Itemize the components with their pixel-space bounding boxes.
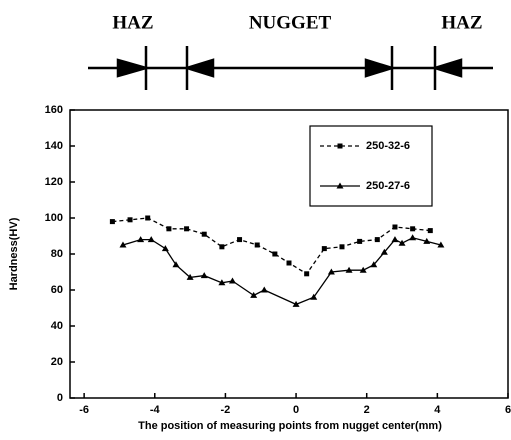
marker xyxy=(437,241,445,248)
marker xyxy=(184,226,190,232)
marker xyxy=(359,266,367,273)
arrowhead xyxy=(364,58,397,78)
marker xyxy=(321,246,327,252)
annotation: NUGGET xyxy=(249,12,332,33)
plot-frame xyxy=(69,109,509,399)
marker xyxy=(127,217,133,223)
marker xyxy=(339,244,345,250)
marker xyxy=(250,291,258,298)
arrowhead xyxy=(116,58,151,78)
arrowhead xyxy=(430,58,463,78)
series-line xyxy=(122,237,442,306)
marker xyxy=(357,238,363,244)
marker xyxy=(109,219,115,225)
marker xyxy=(228,277,236,284)
marker xyxy=(337,143,343,149)
marker xyxy=(145,215,151,221)
marker xyxy=(161,245,169,252)
marker xyxy=(254,242,260,248)
marker xyxy=(292,300,300,307)
y-tick-label: 20 xyxy=(51,356,63,368)
legend-box xyxy=(309,125,433,207)
marker xyxy=(392,224,398,230)
annotation: HAZ xyxy=(441,12,482,33)
y-tick-label: 120 xyxy=(45,176,63,188)
marker xyxy=(272,251,278,257)
x-tick-label: 4 xyxy=(434,404,441,416)
zone-diagram xyxy=(88,46,493,90)
x-tick-label: -2 xyxy=(221,404,231,416)
y-tick-label: 40 xyxy=(51,320,63,332)
marker xyxy=(219,244,225,250)
x-tick-label: -6 xyxy=(79,404,89,416)
y-tick-label: 160 xyxy=(45,104,63,116)
y-tick-label: 0 xyxy=(57,392,63,404)
marker xyxy=(172,261,180,268)
y-tick-label: 140 xyxy=(45,140,63,152)
marker xyxy=(201,231,207,237)
marker xyxy=(200,272,208,279)
y-tick-label: 80 xyxy=(51,248,63,260)
marker xyxy=(410,226,416,232)
x-tick-label: 6 xyxy=(505,404,511,416)
marker xyxy=(119,241,127,248)
x-tick-label: 2 xyxy=(364,404,370,416)
marker xyxy=(327,268,335,275)
marker xyxy=(304,271,310,277)
marker xyxy=(409,234,417,241)
marker xyxy=(310,293,318,300)
marker xyxy=(166,226,172,232)
y-tick-label: 60 xyxy=(51,284,63,296)
marker xyxy=(374,237,380,243)
marker xyxy=(370,261,378,268)
legend-label: 250-32-6 xyxy=(366,140,410,152)
marker xyxy=(398,239,406,246)
marker xyxy=(423,237,431,244)
marker xyxy=(336,182,344,189)
x-tick-label: 0 xyxy=(293,404,299,416)
marker xyxy=(260,286,268,293)
legend-label: 250-27-6 xyxy=(366,180,410,192)
marker xyxy=(147,236,155,243)
y-tick-label: 100 xyxy=(45,212,63,224)
marker xyxy=(391,236,399,243)
y-axis-label: Hardness(HV) xyxy=(8,217,20,290)
arrowhead xyxy=(182,58,215,78)
marker xyxy=(345,266,353,273)
marker xyxy=(137,236,145,243)
marker xyxy=(286,260,292,266)
marker xyxy=(218,279,226,286)
x-axis-label: The position of measuring points from nu… xyxy=(138,420,442,432)
marker xyxy=(380,248,388,255)
marker xyxy=(237,237,243,243)
marker xyxy=(186,273,194,280)
x-tick-label: -4 xyxy=(150,404,161,416)
marker xyxy=(427,228,433,234)
annotation: HAZ xyxy=(112,12,153,33)
